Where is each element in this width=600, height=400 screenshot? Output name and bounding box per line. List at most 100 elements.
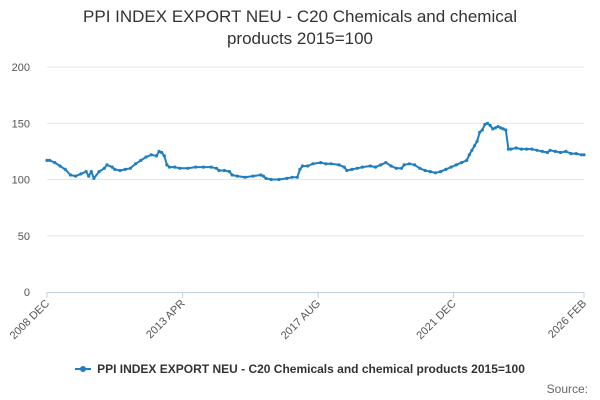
data-point[interactable] bbox=[519, 147, 524, 151]
data-point[interactable] bbox=[444, 167, 448, 171]
data-point[interactable] bbox=[178, 166, 182, 170]
data-point[interactable] bbox=[74, 174, 78, 178]
data-point[interactable] bbox=[290, 175, 294, 179]
data-point[interactable] bbox=[493, 126, 497, 130]
data-point[interactable] bbox=[530, 147, 534, 151]
data-point[interactable] bbox=[350, 167, 354, 171]
data-point[interactable] bbox=[574, 152, 578, 156]
data-point[interactable] bbox=[306, 164, 310, 168]
data-point[interactable] bbox=[433, 171, 437, 175]
data-point[interactable] bbox=[449, 165, 453, 169]
data-point[interactable] bbox=[319, 161, 323, 165]
data-point[interactable] bbox=[428, 170, 432, 174]
data-point[interactable] bbox=[337, 163, 341, 167]
data-point[interactable] bbox=[402, 163, 406, 167]
data-point[interactable] bbox=[165, 163, 169, 167]
data-point[interactable] bbox=[269, 177, 273, 182]
data-point[interactable] bbox=[157, 149, 161, 153]
data-point[interactable] bbox=[235, 174, 239, 178]
data-point[interactable] bbox=[261, 174, 265, 178]
data-point[interactable] bbox=[259, 173, 263, 177]
data-point[interactable] bbox=[501, 127, 505, 131]
data-point[interactable] bbox=[514, 146, 518, 150]
data-point[interactable] bbox=[105, 163, 109, 167]
data-point[interactable] bbox=[413, 163, 417, 167]
data-point[interactable] bbox=[345, 168, 349, 173]
data-point[interactable] bbox=[243, 175, 247, 179]
series-line[interactable] bbox=[47, 122, 584, 181]
data-point[interactable] bbox=[355, 166, 359, 170]
data-point[interactable] bbox=[58, 164, 62, 168]
data-point[interactable] bbox=[144, 155, 148, 159]
data-point[interactable] bbox=[342, 165, 346, 169]
data-point[interactable] bbox=[483, 122, 487, 126]
data-point[interactable] bbox=[470, 148, 474, 152]
data-point[interactable] bbox=[53, 161, 57, 165]
data-point[interactable] bbox=[298, 167, 302, 171]
data-point[interactable] bbox=[439, 170, 443, 174]
data-point[interactable] bbox=[154, 154, 159, 158]
data-point[interactable] bbox=[295, 175, 299, 179]
data-point[interactable] bbox=[394, 166, 398, 170]
data-point[interactable] bbox=[485, 121, 490, 125]
data-point[interactable] bbox=[407, 162, 411, 166]
data-point[interactable] bbox=[582, 153, 586, 157]
data-point[interactable] bbox=[48, 158, 52, 162]
data-point[interactable] bbox=[360, 165, 364, 169]
data-point[interactable] bbox=[97, 170, 101, 174]
data-point[interactable] bbox=[214, 166, 218, 170]
data-point[interactable] bbox=[478, 130, 482, 134]
data-point[interactable] bbox=[506, 147, 510, 151]
data-point[interactable] bbox=[379, 163, 383, 167]
data-point[interactable] bbox=[535, 148, 539, 152]
data-point[interactable] bbox=[217, 168, 221, 173]
data-point[interactable] bbox=[63, 167, 67, 171]
data-point[interactable] bbox=[389, 164, 393, 168]
data-point[interactable] bbox=[475, 139, 479, 143]
data-point[interactable] bbox=[579, 153, 584, 157]
source-credit[interactable]: Source: bbox=[546, 382, 588, 396]
data-point[interactable] bbox=[149, 153, 153, 157]
data-point[interactable] bbox=[110, 165, 114, 169]
data-point[interactable] bbox=[222, 168, 226, 173]
legend-item[interactable]: PPI INDEX EXPORT NEU - C20 Chemicals and… bbox=[75, 362, 525, 376]
data-point[interactable] bbox=[488, 123, 492, 128]
data-point[interactable] bbox=[277, 177, 281, 182]
data-point[interactable] bbox=[311, 162, 315, 166]
data-point[interactable] bbox=[92, 176, 96, 180]
data-point[interactable] bbox=[162, 154, 166, 158]
data-point[interactable] bbox=[123, 167, 127, 171]
data-point[interactable] bbox=[558, 150, 563, 155]
data-point[interactable] bbox=[480, 128, 484, 132]
data-point[interactable] bbox=[399, 166, 404, 170]
data-point[interactable] bbox=[454, 163, 458, 167]
data-point[interactable] bbox=[128, 166, 132, 170]
data-point[interactable] bbox=[113, 167, 117, 171]
data-point[interactable] bbox=[68, 173, 73, 177]
data-point[interactable] bbox=[569, 152, 573, 156]
data-point[interactable] bbox=[102, 166, 106, 170]
data-point[interactable] bbox=[465, 158, 469, 162]
data-point[interactable] bbox=[167, 165, 172, 169]
data-point[interactable] bbox=[134, 162, 138, 166]
data-point[interactable] bbox=[160, 150, 164, 155]
data-point[interactable] bbox=[504, 128, 508, 132]
data-point[interactable] bbox=[230, 173, 234, 177]
data-point[interactable] bbox=[384, 161, 388, 165]
data-point[interactable] bbox=[467, 153, 471, 157]
data-point[interactable] bbox=[509, 147, 513, 151]
data-point[interactable] bbox=[139, 158, 143, 162]
data-point[interactable] bbox=[499, 126, 503, 130]
data-point[interactable] bbox=[491, 127, 495, 131]
data-point[interactable] bbox=[285, 176, 289, 180]
data-point[interactable] bbox=[496, 125, 500, 129]
data-point[interactable] bbox=[194, 165, 198, 169]
data-point[interactable] bbox=[201, 165, 205, 169]
data-point[interactable] bbox=[423, 168, 427, 173]
data-point[interactable] bbox=[79, 172, 83, 176]
data-point[interactable] bbox=[87, 174, 91, 178]
data-point[interactable] bbox=[186, 166, 190, 170]
data-point[interactable] bbox=[264, 176, 268, 180]
data-point[interactable] bbox=[89, 170, 93, 174]
data-point[interactable] bbox=[227, 170, 232, 174]
